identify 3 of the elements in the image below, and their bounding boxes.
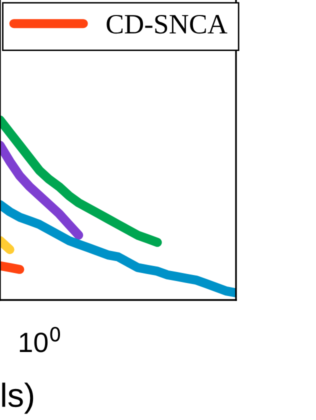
text: 10$^{0}$ [20,326,60,352]
legend-label: CD-SNCA [106,14,228,34]
x-axis-title: ls) [2,382,34,414]
